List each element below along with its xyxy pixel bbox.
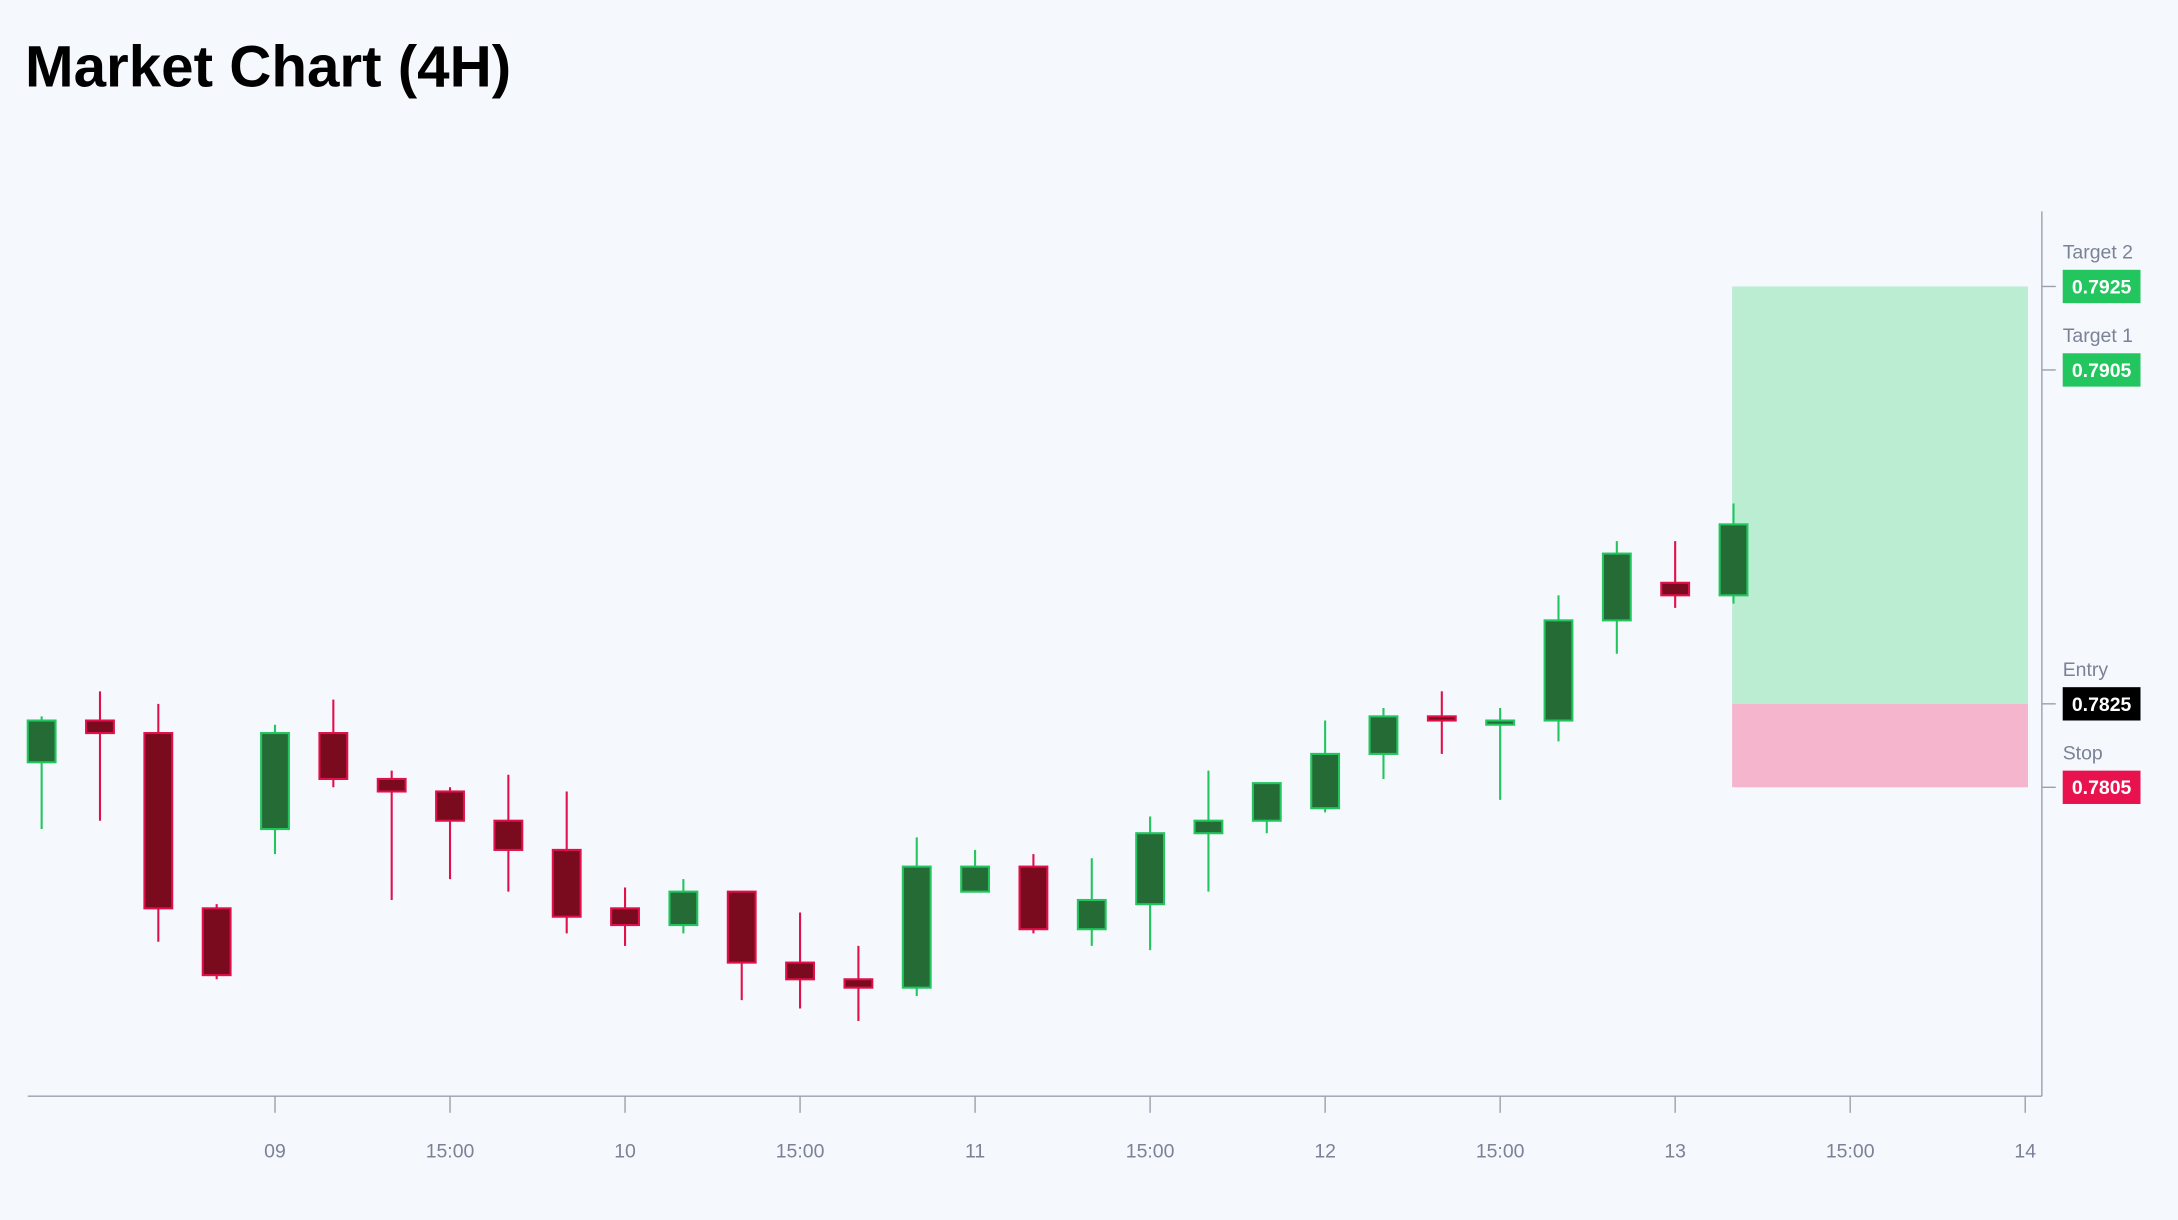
x-tick-label: 15:00	[776, 1140, 825, 1162]
level-name: Target 1	[2063, 325, 2133, 347]
candle-body	[1718, 523, 1749, 597]
candle-body	[1601, 552, 1632, 622]
level-name: Stop	[2063, 743, 2103, 765]
level-value: 0.7925	[2072, 276, 2132, 298]
candle-body	[960, 865, 991, 893]
candle-body	[610, 907, 640, 927]
candle-body	[1368, 715, 1399, 755]
candle-body	[1251, 782, 1282, 822]
candle-body	[1076, 898, 1107, 931]
candle-body	[668, 890, 699, 927]
level-tag	[2062, 687, 2141, 721]
x-tick-label: 11	[965, 1140, 985, 1162]
level-tag	[2062, 770, 2141, 804]
level-value: 0.7805	[2072, 777, 2132, 799]
candle-body	[1135, 832, 1166, 906]
candle-body	[143, 732, 174, 910]
x-tick-label: 13	[1664, 1140, 1686, 1162]
level-value: 0.7825	[2072, 694, 2132, 716]
candle-body	[785, 961, 815, 981]
candle-body	[260, 732, 290, 831]
candle-body	[1426, 715, 1457, 722]
x-tick-label: 12	[1314, 1140, 1336, 1162]
candle-body	[85, 719, 115, 735]
level-tag	[2062, 353, 2141, 387]
level-name: Target 2	[2063, 242, 2133, 264]
x-tick-label: 15:00	[426, 1140, 475, 1162]
candle-body	[435, 790, 465, 822]
candle-body	[1193, 819, 1224, 835]
level-name: Entry	[2063, 659, 2109, 681]
profit-zone	[1732, 286, 2028, 704]
candle-body	[318, 732, 349, 781]
loss-zone	[1732, 703, 2028, 788]
x-tick-label: 15:00	[1826, 1140, 1875, 1162]
x-tick-label: 14	[2014, 1140, 2036, 1162]
x-tick-label: 09	[264, 1140, 286, 1162]
candle-body	[843, 978, 874, 989]
x-tick-label: 15:00	[1126, 1140, 1175, 1162]
candle-body	[1485, 719, 1516, 726]
level-value: 0.7905	[2072, 360, 2132, 382]
x-tick-label: 15:00	[1476, 1140, 1525, 1162]
candle-body	[1660, 581, 1691, 597]
candle-body	[551, 848, 582, 918]
level-tag	[2062, 269, 2141, 304]
candle-body	[493, 819, 524, 851]
candle-body	[1543, 619, 1574, 722]
candle-body	[376, 777, 407, 793]
candle-body	[1018, 865, 1049, 931]
candle-body	[26, 719, 57, 764]
candle-body	[901, 865, 932, 989]
x-tick-label: 10	[614, 1140, 636, 1162]
candle-body	[201, 907, 232, 977]
chart-title: Market Chart (4H)	[25, 34, 511, 99]
candle-body	[1310, 752, 1341, 810]
candle-body	[726, 890, 757, 964]
